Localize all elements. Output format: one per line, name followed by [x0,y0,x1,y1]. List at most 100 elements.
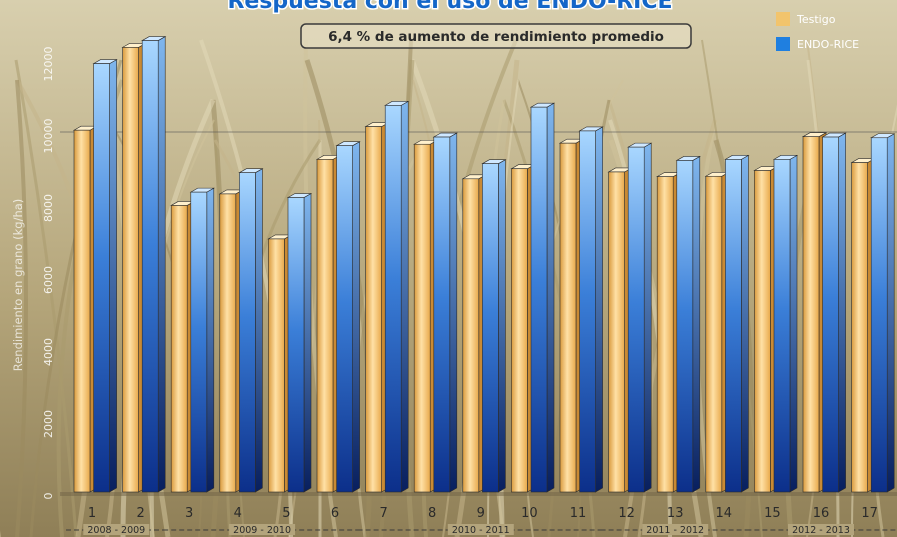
bar-endo-rice-front [239,172,256,493]
bar-endo-rice-front [433,136,451,493]
y-tick-label: 2000 [42,410,55,438]
bar-endo-rice-side [741,154,749,493]
bar-endo-rice [870,133,896,493]
bar-endo-rice-front [384,105,402,493]
season-group: 2012 - 2013 [746,524,896,536]
bar-endo-rice [821,132,847,493]
season-group: 2010 - 2011 [357,524,604,536]
x-tick-label: 2 [136,506,144,521]
x-tick-label: 4 [234,506,242,521]
legend-swatch-testigo [776,12,790,26]
bar-testigo-front [608,171,625,493]
bar-endo-rice-side [109,59,117,493]
bar-testigo-front [559,142,577,493]
season-label-bg [229,524,296,535]
season-label-bg [447,524,514,535]
x-tick-label: 11 [570,506,587,521]
season-label-bg [642,524,709,535]
legend-label-testigo: Testigo [796,13,836,26]
y-tick-label: 8000 [42,194,55,222]
x-tick-label: 1 [88,506,96,521]
season-label: 2011 - 2012 [646,525,704,536]
bar-endo-rice-front [822,136,839,493]
bar-endo-rice-front [287,197,305,493]
legend: Testigo ENDO-RICE [776,12,859,51]
bar-endo-rice-front [627,146,645,493]
season-group: 2009 - 2010 [163,524,361,536]
y-axis: 0 2000 4000 6000 8000 10000 12000 [42,47,55,500]
bar-endo-rice-front [870,137,888,493]
bar-endo-rice-side [595,126,603,493]
bar-testigo-front [316,159,334,493]
bar-endo-rice-front [141,40,159,493]
bar-endo-rice [481,159,507,493]
y-axis-label: Rendimiento en grano (kg/ha) [11,199,25,372]
bar-testigo-front [851,162,868,493]
bar-testigo-front [413,143,431,493]
season-label: 2009 - 2010 [233,525,291,536]
bars [72,36,896,493]
bar-endo-rice-side [886,133,895,493]
bar-endo-rice [578,126,604,493]
bar-endo-rice-side [352,141,360,493]
legend-swatch-endo-rice [776,37,790,51]
bar-endo-rice [772,154,799,493]
bar-endo-rice-front [773,159,791,493]
x-tick-label: 9 [477,506,485,521]
chart-floor [60,492,897,496]
y-tick-label: 6000 [42,266,55,294]
x-axis: 1 2 3 4 5 6 7 8 9 10 11 12 13 14 15 16 17 [88,506,878,521]
bar-endo-rice-front [530,106,548,493]
bar-endo-rice-front [676,160,694,493]
y-tick-label: 0 [42,493,55,500]
bar-endo-rice [529,102,556,493]
bar-endo-rice-side [838,132,846,493]
bar-endo-rice [675,155,701,493]
bar-testigo-front [656,176,674,493]
bar-endo-rice-front [93,63,110,493]
bar-endo-rice [92,59,118,493]
bar-endo-rice [724,154,750,493]
x-tick-label: 12 [618,506,635,521]
bar-endo-rice [627,142,653,493]
bar-testigo-front [170,205,188,493]
bar-endo-rice [432,132,458,493]
x-tick-label: 10 [521,506,538,521]
legend-label-endo-rice: ENDO-RICE [797,38,859,51]
bar-endo-rice-front [336,145,353,493]
bar-endo-rice-side [400,100,409,493]
x-tick-label: 15 [764,506,781,521]
season-label: 2012 - 2013 [792,525,850,536]
x-tick-label: 8 [428,506,436,521]
bar-testigo-front [462,178,480,493]
bar-endo-rice-side [789,154,798,493]
bar-endo-rice-side [206,187,215,493]
season-group: 2008 - 2009 [66,524,167,536]
season-group: 2011 - 2012 [600,524,750,536]
season-label-bg [788,524,854,535]
x-tick-label: 3 [185,506,193,521]
bar-testigo-front [365,126,382,493]
bar-endo-rice-front [725,159,742,493]
bar-testigo-front [219,193,237,493]
bar-endo-rice [238,168,264,493]
y-tick-label: 12000 [42,47,55,82]
background-stalk [15,79,28,537]
bar-testigo-front [268,238,285,493]
bar-endo-rice-side [498,159,506,493]
bar-testigo-front [802,136,820,493]
y-tick-label: 4000 [42,338,55,366]
bar-testigo [801,132,828,493]
x-tick-label: 5 [282,506,290,521]
bar-endo-rice-side [157,36,166,493]
season-label: 2010 - 2011 [452,525,510,536]
bar-testigo-front [705,175,723,493]
x-tick-label: 13 [667,506,684,521]
subtitle-box [300,23,692,49]
bar-endo-rice [335,141,361,493]
bar-endo-rice [384,100,410,493]
bar-endo-rice [189,187,215,493]
bar-endo-rice-side [692,155,701,493]
chart-title: Respuesta con el uso de ENDO-RICE [227,0,672,14]
